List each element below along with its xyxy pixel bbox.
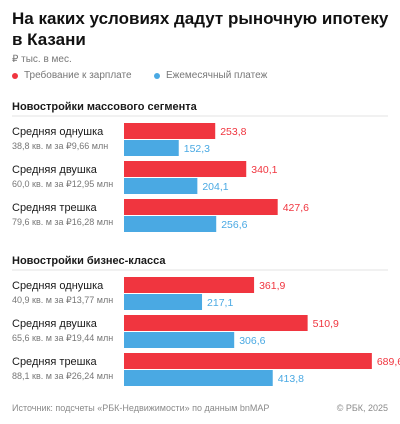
data-label-requirement: 340,1	[251, 164, 277, 176]
bar-payment	[124, 370, 273, 386]
data-label-payment: 152,3	[184, 143, 210, 155]
bar-requirement	[124, 161, 247, 177]
bar-payment	[124, 140, 179, 156]
row-label: Средняя двушка	[12, 164, 98, 176]
bar-requirement	[124, 353, 372, 369]
units-label: ₽ тыс. в мес.	[12, 54, 72, 65]
bar-requirement	[124, 123, 216, 139]
data-label-payment: 256,6	[221, 219, 247, 231]
data-label-payment: 204,1	[202, 181, 228, 193]
bar-payment	[124, 332, 235, 348]
bar-requirement	[124, 277, 255, 293]
data-label-payment: 217,1	[207, 297, 233, 309]
row-label: Средняя однушка	[12, 126, 104, 138]
row-sublabel: 79,6 кв. м за ₽16,28 млн	[12, 217, 113, 227]
row-sublabel: 60,0 кв. м за ₽12,95 млн	[12, 179, 113, 189]
bar-requirement	[124, 315, 308, 331]
data-label-requirement: 510,9	[313, 318, 339, 330]
bar-payment	[124, 216, 217, 232]
legend: Требование к зарплате Ежемесячный платеж	[12, 70, 392, 84]
row-sublabel: 40,9 кв. м за ₽13,77 млн	[12, 295, 113, 305]
row-label: Средняя двушка	[12, 318, 98, 330]
row-sublabel: 38,8 кв. м за ₽9,66 млн	[12, 141, 108, 151]
row-label: Средняя трешка	[12, 202, 98, 214]
legend-swatch-payment	[154, 72, 160, 79]
legend-label-payment: Ежемесячный платеж	[166, 70, 268, 81]
section-title: Новостройки массового сегмента	[12, 101, 198, 113]
row-sublabel: 65,6 кв. м за ₽19,44 млн	[12, 333, 113, 343]
data-label-requirement: 427,6	[283, 202, 309, 214]
data-label-requirement: 689,6	[377, 356, 400, 368]
row-label: Средняя однушка	[12, 280, 104, 292]
legend-swatch-requirement	[12, 72, 18, 79]
copyright: © РБК, 2025	[336, 403, 388, 413]
row-label: Средняя трешка	[12, 356, 98, 368]
row-sublabel: 88,1 кв. м за ₽26,24 млн	[12, 371, 113, 381]
data-label-requirement: 253,8	[220, 126, 246, 138]
legend-item-requirement: Требование к зарплате	[12, 70, 132, 81]
bar-payment	[124, 178, 198, 194]
data-label-payment: 413,8	[278, 373, 304, 385]
data-label-requirement: 361,9	[259, 280, 285, 292]
legend-item-payment: Ежемесячный платеж	[154, 70, 267, 81]
source-note: Источник: подсчеты «РБК-Недвижимости» по…	[12, 403, 270, 413]
bar-requirement	[124, 199, 278, 215]
bar-payment	[124, 294, 203, 310]
legend-label-requirement: Требование к зарплате	[24, 70, 132, 81]
section-title: Новостройки бизнес-класса	[12, 255, 166, 267]
data-label-payment: 306,6	[239, 335, 265, 347]
chart-title: На каких условиях дадут рыночную ипотеку…	[12, 9, 389, 49]
